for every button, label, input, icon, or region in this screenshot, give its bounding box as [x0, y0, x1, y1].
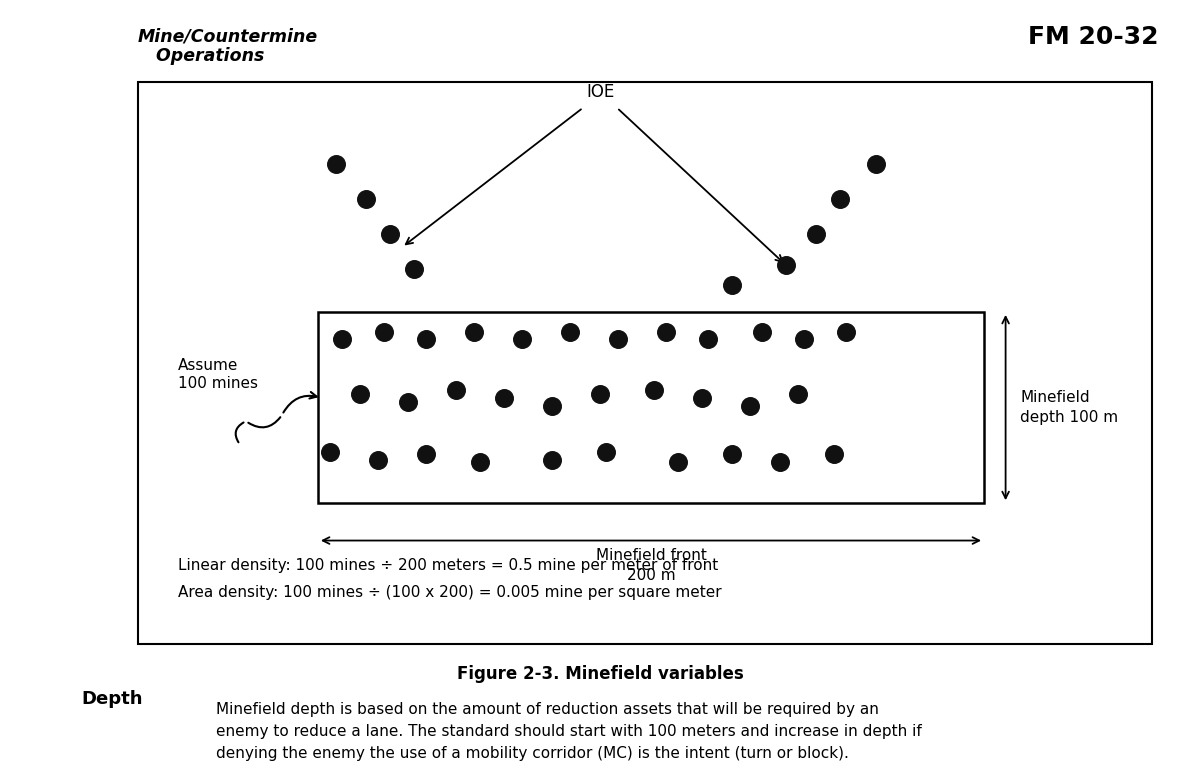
Point — [590, 388, 610, 400]
Text: Minefield front
200 m: Minefield front 200 m — [595, 548, 707, 583]
Point — [326, 158, 346, 170]
Text: Assume
100 mines: Assume 100 mines — [178, 358, 258, 391]
Point — [542, 399, 562, 412]
Point — [794, 333, 814, 346]
Point — [836, 325, 856, 338]
Point — [722, 448, 742, 460]
Text: Minefield
depth 100 m: Minefield depth 100 m — [1020, 390, 1118, 425]
Text: Linear density: 100 mines ÷ 200 meters = 0.5 mine per meter of front: Linear density: 100 mines ÷ 200 meters =… — [178, 558, 718, 573]
Point — [356, 193, 376, 205]
Point — [824, 448, 844, 460]
Point — [644, 384, 664, 396]
Text: IOE: IOE — [586, 83, 614, 101]
Point — [752, 325, 772, 338]
Text: Mine/Countermine: Mine/Countermine — [138, 27, 318, 45]
Bar — [318, 312, 984, 503]
Point — [788, 388, 808, 400]
Point — [512, 333, 532, 346]
Point — [770, 456, 790, 468]
Point — [470, 456, 490, 468]
Point — [830, 193, 850, 205]
Point — [608, 333, 628, 346]
Point — [494, 392, 514, 404]
Point — [542, 454, 562, 466]
Point — [416, 448, 436, 460]
Point — [866, 158, 886, 170]
Bar — [138, 82, 1152, 644]
Point — [740, 399, 760, 412]
Point — [368, 454, 388, 466]
Point — [692, 392, 712, 404]
Text: FM 20-32: FM 20-32 — [1027, 25, 1158, 49]
Point — [698, 333, 718, 346]
Text: Minefield depth is based on the amount of reduction assets that will be required: Minefield depth is based on the amount o… — [216, 702, 922, 761]
Point — [446, 384, 466, 396]
Point — [374, 325, 394, 338]
Point — [332, 333, 352, 346]
Point — [656, 325, 676, 338]
Point — [320, 446, 340, 459]
Point — [380, 228, 400, 240]
Text: Figure 2-3. Minefield variables: Figure 2-3. Minefield variables — [457, 665, 743, 682]
Point — [806, 228, 826, 240]
Point — [398, 395, 418, 408]
Point — [596, 446, 616, 459]
Point — [776, 259, 796, 271]
Point — [404, 263, 424, 275]
Text: Depth: Depth — [82, 690, 143, 707]
Point — [722, 278, 742, 291]
Point — [560, 325, 580, 338]
Point — [668, 456, 688, 468]
Text: Area density: 100 mines ÷ (100 x 200) = 0.005 mine per square meter: Area density: 100 mines ÷ (100 x 200) = … — [178, 585, 721, 600]
Point — [416, 333, 436, 346]
Text: Operations: Operations — [138, 47, 264, 65]
Point — [464, 325, 484, 338]
Point — [350, 388, 370, 400]
